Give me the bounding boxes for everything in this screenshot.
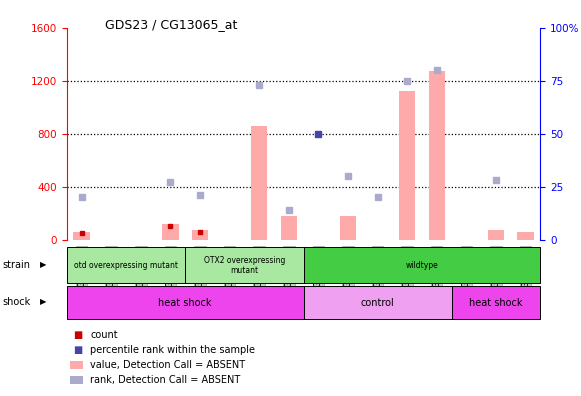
Text: otd overexpressing mutant: otd overexpressing mutant [74,261,178,270]
Bar [251,126,267,240]
Text: shock: shock [3,297,31,307]
Text: ■: ■ [73,329,82,340]
Text: strain: strain [3,259,31,270]
Bar [67,286,303,319]
Text: ▶: ▶ [40,260,46,269]
Bar [518,232,534,240]
Text: ■: ■ [73,345,82,355]
Text: heat shock: heat shock [159,297,212,308]
Text: GDS23 / CG13065_at: GDS23 / CG13065_at [105,18,237,31]
Text: OTX2 overexpressing
mutant: OTX2 overexpressing mutant [204,256,285,275]
Text: rank, Detection Call = ABSENT: rank, Detection Call = ABSENT [90,375,241,385]
Text: percentile rank within the sample: percentile rank within the sample [90,345,255,355]
Bar [488,230,504,240]
Bar [162,224,178,240]
Text: heat shock: heat shock [469,297,523,308]
Bar [303,286,451,319]
Text: control: control [361,297,394,308]
Bar [340,216,356,240]
Bar [73,232,89,240]
Bar [303,248,540,283]
Bar [429,71,445,240]
Bar [281,216,297,240]
Text: wildtype: wildtype [406,261,438,270]
Bar [185,248,303,283]
Bar [451,286,540,319]
Bar [399,91,415,240]
Text: value, Detection Call = ABSENT: value, Detection Call = ABSENT [90,360,245,370]
Text: ▶: ▶ [40,297,46,306]
Bar [192,230,208,240]
Bar [67,248,185,283]
Text: count: count [90,329,118,340]
